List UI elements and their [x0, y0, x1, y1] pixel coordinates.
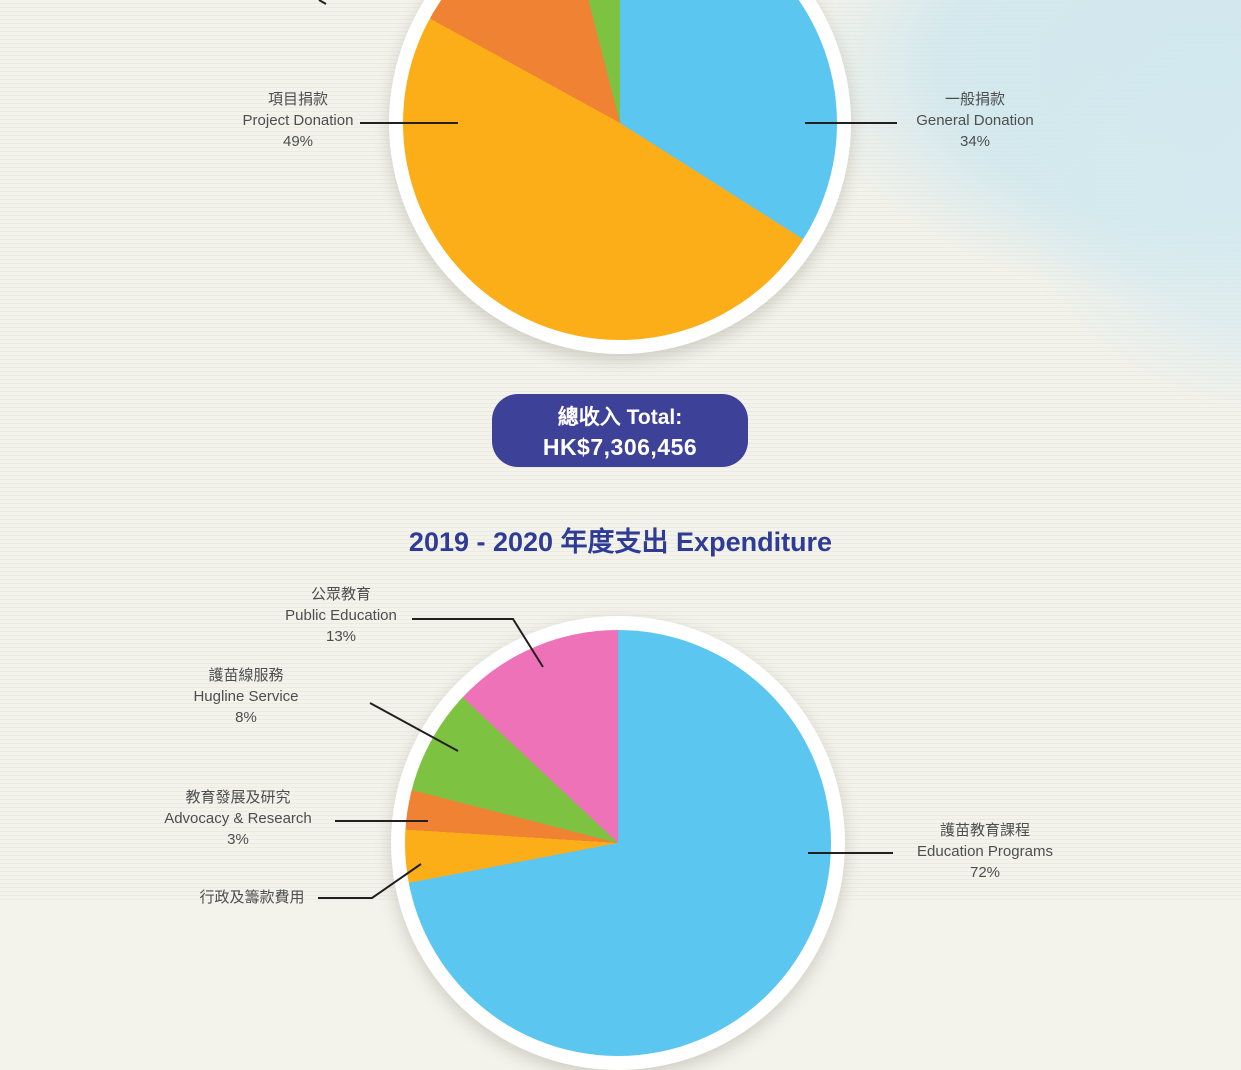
expenditure-pie-chart: [405, 630, 831, 1056]
label-hugline-service-en: Hugline Service: [193, 688, 299, 705]
label-project-donation: 項目捐款 Project Donation 49%: [178, 89, 418, 152]
label-public-education-pct: 13%: [325, 628, 357, 645]
label-advocacy-research-zh: 教育發展及研究: [185, 789, 291, 806]
label-advocacy-research-pct: 3%: [227, 831, 249, 848]
income-pie-ring: [389, 0, 851, 354]
label-public-education-zh: 公眾教育: [310, 586, 371, 603]
leader-cropped-top: [318, 0, 327, 5]
label-general-donation-pct: 34%: [959, 133, 991, 150]
total-income-box: 總收入 Total: HK$7,306,456: [492, 394, 748, 467]
total-income-amount: HK$7,306,456: [542, 433, 698, 460]
expenditure-title: 2019 - 2020 年度支出 Expenditure: [408, 527, 833, 557]
label-project-donation-pct: 49%: [282, 133, 314, 150]
label-education-programs-pct: 72%: [969, 864, 1001, 881]
label-hugline-service: 護苗線服務 Hugline Service 8%: [136, 665, 356, 728]
income-pie-chart: [403, 0, 837, 340]
label-admin-fundraising: 行政及籌款費用: [152, 887, 352, 908]
label-general-donation-zh: 一般捐款: [944, 91, 1005, 108]
label-general-donation-en: General Donation: [916, 112, 1034, 129]
label-project-donation-zh: 項目捐款: [267, 91, 328, 108]
label-education-programs: 護苗教育課程 Education Programs 72%: [855, 820, 1115, 883]
label-public-education: 公眾教育 Public Education 13%: [221, 584, 461, 647]
label-hugline-service-zh: 護苗線服務: [208, 667, 284, 684]
label-advocacy-research: 教育發展及研究 Advocacy & Research 3%: [118, 787, 358, 850]
label-admin-fundraising-zh: 行政及籌款費用: [199, 889, 305, 906]
label-education-programs-en: Education Programs: [917, 843, 1053, 860]
total-income-label: 總收入 Total:: [557, 405, 683, 429]
label-education-programs-zh: 護苗教育課程: [939, 822, 1030, 839]
label-general-donation: 一般捐款 General Donation 34%: [855, 89, 1095, 152]
expenditure-pie-ring: [391, 616, 845, 1070]
label-advocacy-research-en: Advocacy & Research: [164, 810, 312, 827]
label-hugline-service-pct: 8%: [235, 709, 257, 726]
label-public-education-en: Public Education: [285, 607, 397, 624]
label-project-donation-en: Project Donation: [242, 112, 354, 129]
